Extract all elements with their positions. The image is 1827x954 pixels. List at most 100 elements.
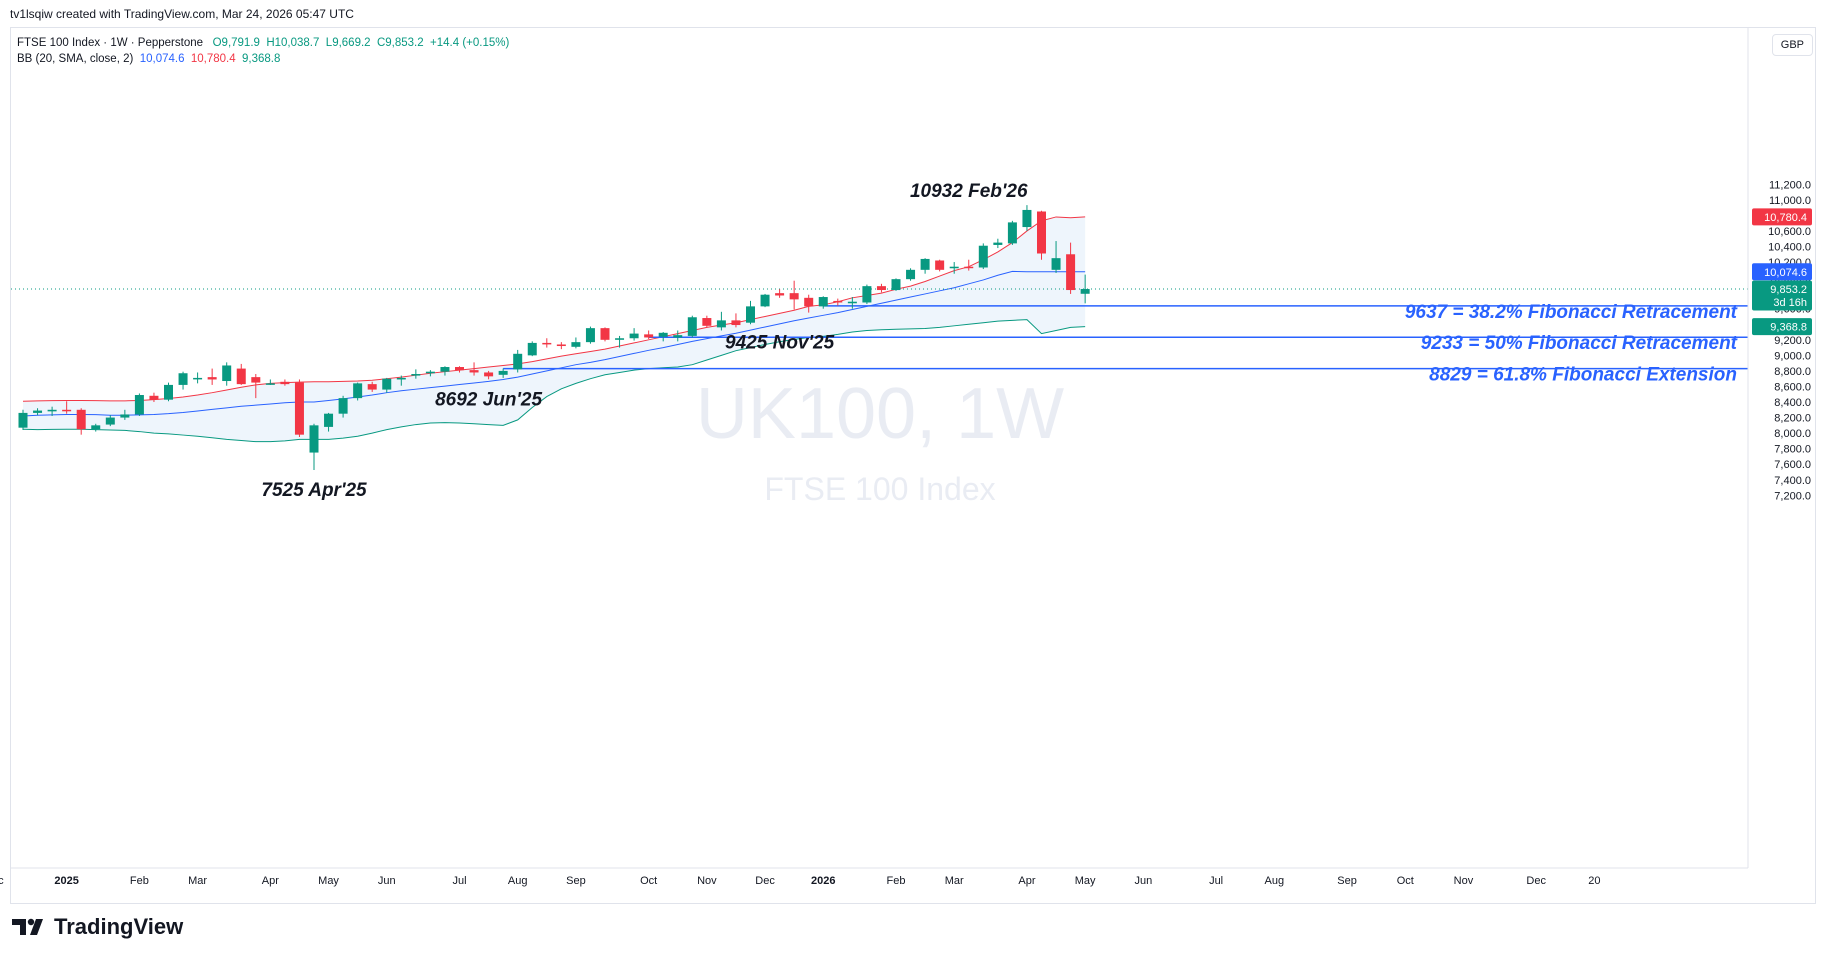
- candle-body: [1022, 209, 1032, 228]
- candle[interactable]: [33, 408, 43, 416]
- candle[interactable]: [178, 371, 188, 390]
- legend-bb-label[interactable]: BB (20, SMA, close, 2): [17, 53, 134, 65]
- candle[interactable]: [542, 338, 552, 348]
- candle[interactable]: [47, 406, 57, 417]
- candle[interactable]: [964, 259, 974, 271]
- legend: FTSE 100 Index · 1W · Pepperstone O9,791…: [17, 35, 509, 67]
- candle[interactable]: [644, 330, 654, 340]
- candle[interactable]: [687, 315, 697, 338]
- x-tick-label: 20: [1588, 875, 1600, 887]
- candle[interactable]: [833, 298, 843, 306]
- candle[interactable]: [615, 335, 625, 348]
- candle[interactable]: [251, 374, 261, 399]
- legend-open: O9,791.9: [212, 37, 260, 49]
- candle[interactable]: [62, 401, 72, 414]
- candle[interactable]: [571, 337, 581, 349]
- candle[interactable]: [338, 395, 348, 418]
- candle[interactable]: [804, 294, 814, 313]
- candle[interactable]: [993, 238, 1003, 249]
- candle[interactable]: [222, 362, 232, 386]
- candle[interactable]: [105, 415, 115, 427]
- candle[interactable]: [120, 409, 130, 420]
- candle-body: [105, 417, 115, 425]
- candle[interactable]: [134, 393, 144, 417]
- candle[interactable]: [978, 243, 988, 270]
- candle[interactable]: [847, 297, 857, 309]
- candle[interactable]: [353, 382, 363, 401]
- candle[interactable]: [280, 379, 290, 386]
- candle[interactable]: [673, 330, 683, 342]
- candle[interactable]: [789, 280, 799, 310]
- candle[interactable]: [658, 332, 668, 342]
- price-tag-lower-bg: [1752, 318, 1812, 336]
- candle[interactable]: [920, 258, 930, 274]
- candle-body: [789, 293, 799, 300]
- candle[interactable]: [556, 342, 566, 350]
- candle[interactable]: [484, 370, 494, 380]
- candle[interactable]: [935, 259, 945, 272]
- candle[interactable]: [600, 327, 610, 342]
- candle[interactable]: [91, 423, 101, 432]
- price-tag-last: 9,853.2: [1770, 284, 1807, 296]
- candle[interactable]: [585, 326, 595, 344]
- candle[interactable]: [818, 296, 828, 309]
- candle-body: [134, 395, 144, 415]
- candle[interactable]: [396, 375, 406, 386]
- candle[interactable]: [1007, 220, 1017, 245]
- currency-button[interactable]: GBP: [1771, 34, 1813, 56]
- candle[interactable]: [1051, 241, 1061, 273]
- candle[interactable]: [906, 268, 916, 281]
- candle-body: [862, 286, 872, 303]
- y-tick-label: 8,200.0: [1774, 413, 1811, 425]
- candle[interactable]: [746, 300, 755, 325]
- candle[interactable]: [76, 408, 86, 435]
- candle[interactable]: [527, 341, 537, 357]
- price-tag-upper: 10,780.4: [1764, 212, 1807, 224]
- candle[interactable]: [411, 369, 421, 379]
- legend-symbol[interactable]: FTSE 100 Index · 1W · Pepperstone: [17, 37, 204, 49]
- candle[interactable]: [18, 409, 28, 431]
- candle[interactable]: [309, 423, 319, 471]
- candle[interactable]: [324, 412, 334, 432]
- candle[interactable]: [294, 379, 304, 438]
- candle[interactable]: [265, 379, 275, 385]
- candle[interactable]: [149, 392, 159, 403]
- candle[interactable]: [629, 328, 639, 341]
- candle[interactable]: [207, 368, 217, 385]
- candle[interactable]: [1066, 242, 1076, 294]
- candle-body: [382, 378, 392, 390]
- candle[interactable]: [382, 377, 392, 393]
- x-tick-label: Aug: [508, 875, 528, 887]
- candle[interactable]: [862, 284, 872, 305]
- candle[interactable]: [425, 370, 435, 377]
- candle[interactable]: [760, 293, 770, 308]
- candle[interactable]: [469, 362, 479, 376]
- candle[interactable]: [876, 283, 886, 293]
- candle[interactable]: [455, 366, 464, 373]
- tradingview-logo[interactable]: TradingView: [12, 914, 183, 940]
- candle[interactable]: [164, 382, 173, 402]
- candle[interactable]: [193, 372, 203, 384]
- candle-body: [673, 335, 683, 338]
- candle[interactable]: [367, 381, 377, 392]
- candle[interactable]: [1080, 274, 1090, 304]
- candle[interactable]: [891, 278, 901, 291]
- candle[interactable]: [1037, 210, 1046, 260]
- candle[interactable]: [949, 262, 959, 274]
- candle[interactable]: [1022, 205, 1032, 231]
- candle[interactable]: [440, 366, 450, 376]
- tradingview-logo-icon: [12, 918, 43, 935]
- candle-body: [585, 328, 595, 343]
- y-tick-label: 9,200.0: [1774, 335, 1811, 347]
- candle[interactable]: [702, 315, 712, 328]
- candle[interactable]: [513, 349, 523, 373]
- candle[interactable]: [498, 368, 508, 378]
- candle[interactable]: [775, 289, 785, 298]
- candle-body: [935, 260, 945, 270]
- candle[interactable]: [236, 363, 246, 385]
- candle[interactable]: [731, 313, 741, 328]
- x-tick-label: Jul: [452, 875, 466, 887]
- candle[interactable]: [716, 311, 726, 331]
- fib-label-8829: 8829 = 61.8% Fibonacci Extension: [1429, 365, 1737, 386]
